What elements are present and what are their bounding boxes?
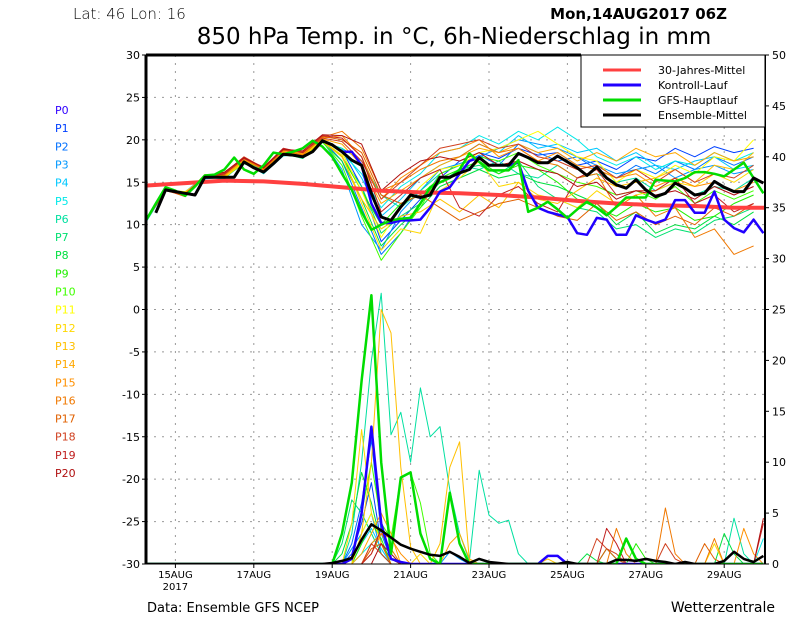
left-tick-label: -15 xyxy=(122,431,140,444)
right-tick-label: 15 xyxy=(772,405,786,418)
precip-line-p9 xyxy=(147,522,764,564)
right-tick-label: 35 xyxy=(772,202,786,215)
member-label-p8: P8 xyxy=(55,249,69,262)
precip-line-p2 xyxy=(147,439,764,564)
member-label-p17: P17 xyxy=(55,413,76,426)
temp-line-p14 xyxy=(147,138,754,220)
legend: 30-Jahres-Mittel Kontroll-Lauf GFS-Haupt… xyxy=(580,54,766,128)
axis-ticks: 302520151050-5-10-15-20-25-3050454035302… xyxy=(122,49,786,593)
right-tick-label: 10 xyxy=(772,456,786,469)
legend-label-mean: Ensemble-Mittel xyxy=(658,109,747,122)
x-tick-label: 19AUG xyxy=(315,570,350,581)
temp-line-p18 xyxy=(147,137,754,220)
member-label-p12: P12 xyxy=(55,322,76,335)
right-tick-label: 30 xyxy=(772,253,786,266)
x-tick-label: 25AUG xyxy=(550,570,585,581)
x-tick-label: 27AUG xyxy=(628,570,663,581)
right-tick-label: 45 xyxy=(772,100,786,113)
member-label-p15: P15 xyxy=(55,376,76,389)
member-label-p7: P7 xyxy=(55,231,69,244)
precip-line-p19 xyxy=(147,523,764,564)
plot-frame xyxy=(144,53,766,565)
legend-label-control: Kontroll-Lauf xyxy=(658,79,729,92)
precip-line-p13 xyxy=(147,309,764,564)
precip-line-p18 xyxy=(147,538,764,564)
member-label-p20: P20 xyxy=(55,467,76,480)
left-tick-label: -20 xyxy=(122,473,140,486)
member-label-p2: P2 xyxy=(55,140,69,153)
chart-title: 850 hPa Temp. in °C, 6h-Niederschlag in … xyxy=(197,24,712,50)
x-tick-label: 23AUG xyxy=(472,570,507,581)
x-tick-label: 15AUG xyxy=(158,570,193,581)
right-tick-label: 5 xyxy=(772,507,779,520)
left-tick-label: -5 xyxy=(129,346,140,359)
left-tick-label: 30 xyxy=(126,49,140,62)
run-time-label: Mon,14AUG2017 06Z xyxy=(550,5,727,23)
right-tick-label: 0 xyxy=(772,558,779,571)
member-label-p16: P16 xyxy=(55,394,76,407)
precip-line-p12 xyxy=(147,429,764,564)
data-source-label: Data: Ensemble GFS NCEP xyxy=(147,601,319,616)
brand-label: Wetterzentrale xyxy=(671,600,775,616)
right-tick-label: 20 xyxy=(772,354,786,367)
temp-line-mean xyxy=(154,139,765,222)
left-tick-label: 0 xyxy=(133,304,140,317)
left-tick-label: 15 xyxy=(126,176,140,189)
left-tick-label: -25 xyxy=(122,516,140,529)
member-label-p5: P5 xyxy=(55,195,69,208)
temp-line-gfs xyxy=(147,139,765,232)
member-label-p1: P1 xyxy=(55,122,69,135)
temp-line-climatology xyxy=(147,178,765,210)
left-tick-label: -10 xyxy=(122,388,140,401)
member-label-p3: P3 xyxy=(55,158,69,171)
series-group xyxy=(147,126,765,564)
member-label-p13: P13 xyxy=(55,340,76,353)
precip-line-mean xyxy=(147,523,765,564)
member-label-p4: P4 xyxy=(55,177,69,190)
member-label-p10: P10 xyxy=(55,286,76,299)
grid xyxy=(146,55,765,564)
member-label-p18: P18 xyxy=(55,431,76,444)
member-label-p14: P14 xyxy=(55,358,76,371)
member-label-p0: P0 xyxy=(55,104,69,117)
precip-line-p20 xyxy=(147,518,764,564)
x-tick-label: 21AUG xyxy=(393,570,428,581)
member-label-p19: P19 xyxy=(55,449,76,462)
right-tick-label: 40 xyxy=(772,151,786,164)
location-label: Lat: 46 Lon: 16 xyxy=(73,5,186,23)
legend-label-climatology: 30-Jahres-Mittel xyxy=(658,64,745,77)
left-tick-label: 25 xyxy=(126,91,140,104)
member-label-p9: P9 xyxy=(55,267,69,280)
precip-line-p16 xyxy=(147,507,764,564)
legend-label-gfs: GFS-Hauptlauf xyxy=(658,94,739,107)
member-label-p6: P6 xyxy=(55,213,69,226)
precip-line-gfs xyxy=(147,293,764,564)
left-tick-label: 5 xyxy=(133,261,140,274)
member-labels: P0 P1 P2 P3 P4 P5 P6 P7 P8 P9 P10 P11 P12 P13 P14 P15 P1… xyxy=(55,104,76,480)
precip-line-control xyxy=(147,425,764,564)
left-tick-label: -30 xyxy=(122,558,140,571)
x-tick-label: 29AUG xyxy=(707,570,742,581)
x-tick-label: 17AUG xyxy=(236,570,271,581)
right-tick-label: 25 xyxy=(772,304,786,317)
left-tick-label: 20 xyxy=(126,134,140,147)
x-tick-year: 2017 xyxy=(163,582,188,593)
right-tick-label: 50 xyxy=(772,49,786,62)
left-tick-label: 10 xyxy=(126,219,140,232)
member-label-p11: P11 xyxy=(55,304,76,317)
precip-line-p14 xyxy=(147,512,764,564)
